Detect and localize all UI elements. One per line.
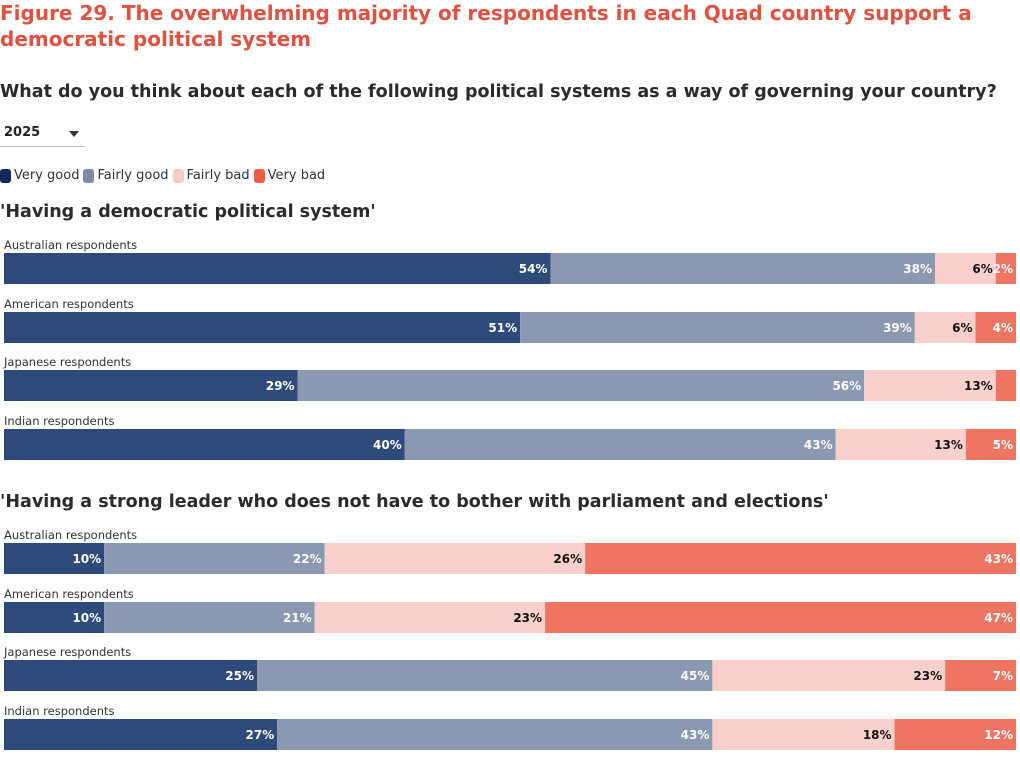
legend-item-fairly-good[interactable]: Fairly good: [83, 168, 169, 183]
data-label: 43%: [984, 552, 1013, 566]
row-label: Indian respondents: [4, 703, 115, 718]
bar-segment-very-bad[interactable]: [545, 601, 1016, 633]
year-dropdown-value: 2025: [4, 125, 41, 140]
bar-segment-very-bad[interactable]: [975, 311, 1016, 343]
data-label: 54%: [519, 262, 548, 276]
survey-question: What do you think about each of the foll…: [0, 82, 997, 102]
legend-item-fairly-bad[interactable]: Fairly bad: [172, 168, 250, 183]
row-label: Indian respondents: [4, 413, 115, 428]
legend-swatch: [83, 168, 95, 183]
data-label: 5%: [993, 438, 1013, 452]
chart-title: 'Having a democratic political system': [0, 202, 376, 222]
data-label: 2%: [993, 262, 1013, 276]
data-label: 26%: [553, 552, 582, 566]
year-dropdown[interactable]: 2025: [0, 122, 84, 147]
stacked-bar: 51% 39% 6% 4%: [4, 311, 1016, 343]
legend-swatch: [172, 168, 184, 183]
stacked-bar: 29% 56% 13%: [4, 370, 1016, 401]
bar-segment-fairly-good[interactable]: [257, 660, 713, 691]
row-label: Japanese respondents: [4, 355, 132, 369]
bar-segment-very-good[interactable]: [4, 543, 105, 574]
bar-segment-fairly-bad[interactable]: [314, 601, 546, 633]
stacked-bar: 10% 22% 26% 43%: [4, 543, 1016, 574]
data-label: 43%: [681, 728, 710, 742]
data-label: 13%: [934, 438, 963, 452]
bar-segment-very-good[interactable]: [4, 601, 105, 633]
data-label: 10%: [72, 552, 101, 566]
data-label: 6%: [952, 321, 972, 335]
stacked-bar: 54% 38% 6% 2%: [4, 253, 1016, 284]
legend-item-very-bad[interactable]: Very bad: [253, 168, 326, 183]
bar-segment-fairly-good[interactable]: [520, 311, 915, 343]
data-label: 45%: [681, 669, 710, 683]
legend-label: Fairly good: [97, 168, 169, 183]
bar-segment-fairly-bad[interactable]: [864, 370, 996, 401]
bar-segment-fairly-good[interactable]: [297, 370, 865, 401]
row-label: Australian respondents: [4, 528, 138, 542]
data-label: 13%: [964, 379, 993, 393]
bar-segment-fairly-good[interactable]: [550, 253, 936, 284]
row-label: American respondents: [4, 296, 134, 311]
data-label: 51%: [488, 321, 517, 335]
data-label: 39%: [883, 321, 912, 335]
data-label: 27%: [246, 728, 275, 742]
bar-segment-very-bad[interactable]: [585, 543, 1016, 574]
bar-segment-very-good[interactable]: [4, 311, 521, 343]
data-label: 25%: [225, 669, 254, 683]
chart-legend: Very good Fairly good Fairly bad Very ba…: [0, 168, 329, 183]
row-label: American respondents: [4, 586, 134, 601]
bar-segment-very-good[interactable]: [4, 428, 405, 460]
bar-segment-very-bad[interactable]: [945, 660, 1016, 691]
data-label: 22%: [293, 552, 322, 566]
bar-segment-fairly-bad[interactable]: [835, 428, 966, 460]
bar-segment-very-good[interactable]: [4, 660, 257, 691]
data-label: 12%: [984, 728, 1013, 742]
bar-segment-very-bad[interactable]: [965, 428, 1016, 460]
bar-segment-very-good[interactable]: [4, 718, 278, 750]
data-label: 10%: [72, 611, 101, 625]
data-label: 56%: [832, 379, 861, 393]
bar-segment-fairly-bad[interactable]: [712, 718, 895, 750]
data-label: 47%: [984, 611, 1013, 625]
row-label: Australian respondents: [4, 238, 138, 252]
bar-segment-fairly-good[interactable]: [104, 601, 315, 633]
bar-segment-fairly-bad[interactable]: [712, 660, 946, 691]
data-label: 7%: [993, 669, 1013, 683]
chart-title: 'Having a strong leader who does not hav…: [0, 492, 829, 512]
data-label: 23%: [913, 669, 942, 683]
data-label: 40%: [373, 438, 402, 452]
data-label: 18%: [863, 728, 892, 742]
stacked-bar: 25% 45% 23% 7%: [4, 660, 1016, 691]
bar-segment-very-bad[interactable]: [995, 253, 1016, 284]
data-label: 29%: [266, 379, 295, 393]
legend-item-very-good[interactable]: Very good: [0, 168, 79, 183]
row-label: Japanese respondents: [4, 645, 132, 659]
data-label: 21%: [283, 611, 312, 625]
bar-segment-very-good[interactable]: [4, 253, 551, 284]
stacked-bar: 27% 43% 18% 12%: [4, 718, 1016, 750]
bar-segment-very-good[interactable]: [4, 370, 298, 401]
stacked-bar: 10% 21% 23% 47%: [4, 601, 1016, 633]
bar-segment-fairly-bad[interactable]: [935, 253, 996, 284]
figure-title: Figure 29. The overwhelming majority of …: [0, 1, 972, 51]
legend-swatch: [0, 168, 11, 183]
bar-segment-fairly-bad[interactable]: [324, 543, 586, 574]
bar-segment-fairly-good[interactable]: [104, 543, 325, 574]
bar-segment-very-bad[interactable]: [894, 718, 1016, 750]
data-label: 38%: [903, 262, 932, 276]
data-label: 6%: [972, 262, 992, 276]
legend-swatch: [253, 168, 265, 183]
bar-segment-fairly-good[interactable]: [404, 428, 836, 460]
bar-segment-fairly-good[interactable]: [277, 718, 713, 750]
legend-label: Very bad: [267, 168, 326, 183]
bar-segment-fairly-bad[interactable]: [914, 311, 976, 343]
data-label: 43%: [804, 438, 833, 452]
data-label: 4%: [993, 321, 1013, 335]
legend-label: Fairly bad: [186, 168, 250, 183]
stacked-bar: 40% 43% 13% 5%: [4, 428, 1016, 460]
chevron-down-icon: [69, 131, 79, 137]
bar-segment-very-bad[interactable]: [995, 370, 1016, 401]
legend-label: Very good: [14, 168, 80, 183]
data-label: 23%: [513, 611, 542, 625]
